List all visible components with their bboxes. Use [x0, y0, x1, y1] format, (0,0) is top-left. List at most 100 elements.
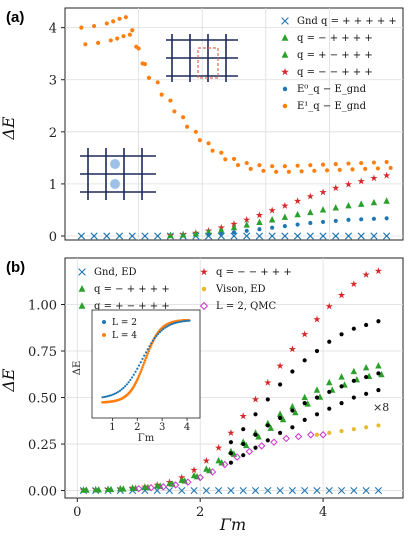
panel-a-point-b [230, 232, 238, 240]
panel-a-point [371, 216, 377, 221]
panel-a-frame [64, 7, 404, 241]
panel-b-point [302, 417, 307, 422]
panel-a-tag: (a) [6, 9, 24, 26]
panel-b-point [362, 486, 370, 495]
panel-b-point-b [215, 486, 223, 495]
panel-a-legend-marker [281, 51, 289, 58]
panel-b-point [241, 441, 246, 447]
inset-point-l2 [132, 373, 135, 376]
panel-b-point-b [337, 486, 346, 495]
panel-a-legend: Gnd q = + + + + + q = − + + + + q = + − + … [281, 16, 397, 112]
panel-a-point [282, 224, 287, 229]
panel-b-point [270, 438, 278, 446]
inset-point-l2 [176, 321, 179, 324]
panel-a-point-b [319, 232, 327, 240]
panel-a-point [312, 168, 317, 173]
panel-b-point [241, 427, 246, 432]
panel-a-point [383, 197, 390, 204]
inset-point-l4 [142, 361, 146, 364]
panel-a-ytick-label: 0 [49, 230, 57, 245]
inset-point-l2 [179, 320, 182, 323]
panel-a-point [111, 19, 116, 24]
panel-b-point [301, 486, 309, 495]
panel-a-point [282, 164, 287, 169]
panel-a-point [384, 159, 389, 165]
inset-point-l2 [130, 376, 134, 379]
panel-a-point [210, 148, 215, 153]
panel-b-point [264, 378, 272, 386]
panel-a-point [179, 231, 187, 238]
inset-legend-label: L = 2 [112, 318, 137, 328]
panel-a-point [268, 206, 276, 214]
panel-b-point [314, 412, 320, 417]
inset-point-l2 [148, 345, 151, 348]
panel-a-point [103, 232, 111, 240]
times-eight-annotation: ×8 [373, 401, 389, 414]
panel-b-xlabel: Γm [219, 515, 246, 534]
inset-point-l2 [124, 385, 127, 388]
panel-a-point [79, 25, 84, 30]
inset-point-l2 [155, 334, 158, 337]
panel-b-point [184, 478, 192, 486]
inset-point-l2 [151, 339, 155, 342]
panel-a-point [146, 75, 152, 80]
panel-a-point [268, 232, 276, 240]
panel-b-point [276, 410, 284, 417]
panel-b-ytick-label: 0.75 [28, 345, 57, 360]
panel-b-point [228, 460, 234, 465]
panel-b-legend-label: L = 2, QMC [216, 301, 277, 312]
inset-point-l4 [147, 349, 150, 353]
inset-point-l2 [165, 325, 168, 328]
panel-a-point [206, 141, 211, 146]
inset-point-l2 [106, 395, 109, 398]
panel-b-point [327, 406, 332, 411]
inset-legend-marker [102, 333, 106, 337]
panel-b-xtick-label: 0 [73, 505, 81, 520]
panel-a-point [128, 232, 136, 240]
inset-xtick-label: 4 [184, 422, 190, 433]
panel-a-point [281, 213, 289, 220]
panel-a-ylabel: ΔE [0, 116, 18, 141]
panel-a-ytick-label: 1 [49, 178, 57, 193]
panel-b-point [202, 486, 210, 495]
inset-ticks: 1 2 3 4 [109, 418, 190, 433]
panel-a-point [294, 210, 301, 218]
panel-a-legend-marker [281, 34, 289, 41]
panel-a-point [243, 221, 250, 228]
inset-point-l2 [169, 323, 172, 326]
panel-b-point [215, 486, 223, 495]
inset-point-l2 [153, 337, 156, 340]
inset-point-l2 [110, 394, 113, 397]
panel-a-point-b [141, 232, 149, 240]
panel-a-point [350, 167, 355, 172]
panel-b-point [351, 326, 356, 331]
panel-a-point [384, 216, 389, 221]
panel-b-point [376, 371, 381, 376]
panel-a-point [371, 160, 377, 165]
panel-a-point [193, 129, 198, 134]
panel-a-point [306, 232, 314, 240]
panel-b-point-b [202, 486, 210, 495]
inset-point-l2 [171, 322, 174, 326]
panel-b-point [376, 319, 381, 324]
panel-b-point-b [301, 486, 309, 495]
panel-a-point-b [154, 232, 162, 240]
panel-a-point-b [255, 232, 264, 240]
panel-b-legend-label: q = + − + + + [94, 301, 170, 312]
panel-a-point-b [370, 232, 378, 240]
panel-b-point [156, 482, 164, 489]
panel-a-point [370, 174, 378, 182]
panel-a-point [306, 192, 314, 200]
panel-a-point [270, 225, 275, 230]
panel-a-point [243, 232, 251, 240]
inset-curves [101, 318, 191, 404]
panel-b-point [276, 362, 284, 370]
panel-b-point [239, 412, 247, 420]
panel-b-point [313, 486, 321, 495]
inset: 1 2 3 4 Γm ΔE L = 2 L = 4 [72, 309, 201, 444]
inset-point-l4 [137, 374, 141, 378]
inset-xtick-label: 3 [159, 422, 165, 433]
panel-b-point [351, 427, 356, 432]
panel-a-point [319, 188, 327, 196]
panel-b-point [350, 280, 358, 288]
